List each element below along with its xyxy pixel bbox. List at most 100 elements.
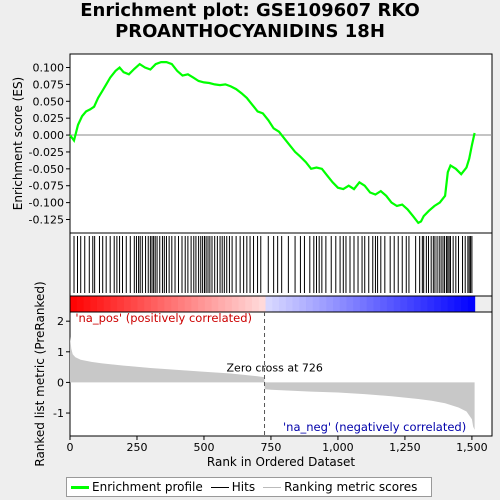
- x-axis-label: Rank in Ordered Dataset: [207, 455, 355, 469]
- title-line-1: Enrichment plot: GSE109607 RKO: [80, 0, 420, 21]
- pos-correlated-label: 'na_pos' (positively correlated): [75, 311, 252, 325]
- x-tick-label: 1,000: [322, 441, 354, 454]
- rank-color-segment: [272, 296, 280, 312]
- rank-color-segment: [393, 296, 402, 312]
- rank-color-segment: [231, 296, 240, 312]
- chart-title: Enrichment plot: GSE109607 RKO PROANTHOC…: [0, 0, 500, 42]
- rank-color-segment: [413, 296, 422, 312]
- x-tick-label: 750: [260, 441, 281, 454]
- rank-color-segment: [359, 296, 368, 312]
- legend-swatch-profile: [71, 485, 89, 489]
- es-y-tick-label: 0.025: [33, 112, 65, 125]
- rank-color-segment: [177, 296, 186, 312]
- rank-color-segment: [123, 296, 132, 312]
- metric-y-axis-label: Ranked list metric (PreRanked): [33, 281, 47, 466]
- ranking-metric-area: [70, 336, 475, 430]
- rank-color-segment: [184, 296, 192, 312]
- rank-color-segment: [447, 296, 455, 312]
- rank-color-segment: [461, 296, 469, 312]
- rank-color-segment: [427, 296, 435, 312]
- es-y-tick-label: -0.025: [29, 146, 64, 159]
- rank-color-segment: [164, 296, 172, 312]
- rank-color-segment: [110, 296, 118, 312]
- legend-label-metric: Ranking metric scores: [284, 480, 418, 494]
- rank-color-segment: [252, 296, 260, 312]
- rank-color-segment: [258, 296, 267, 312]
- rank-color-segment: [312, 296, 321, 312]
- metric-y-tick-label: -1: [53, 407, 64, 420]
- legend-item-hits: Hits: [210, 480, 256, 494]
- rank-color-segment: [137, 296, 145, 312]
- x-tick-label: 500: [193, 441, 214, 454]
- ranked-metric-panel: Zero cross at 726 'na_pos' (positively co…: [33, 281, 493, 469]
- rank-color-segment: [332, 296, 341, 312]
- rank-color-segment: [319, 296, 327, 312]
- rank-color-segment: [440, 296, 449, 312]
- es-y-tick-label: -0.050: [29, 163, 64, 176]
- rank-color-segment: [90, 296, 98, 312]
- rank-color-segment: [292, 296, 300, 312]
- rank-color-segment: [265, 296, 273, 312]
- rank-color-segment: [339, 296, 348, 312]
- x-tick-label: 1,250: [389, 441, 421, 454]
- rank-color-segment: [279, 296, 287, 312]
- rank-color-segment: [76, 296, 85, 312]
- es-y-tick-label: -0.075: [29, 180, 64, 193]
- legend-item-profile: Enrichment profile: [71, 480, 203, 494]
- rank-color-segment: [157, 296, 166, 312]
- rank-color-segment: [238, 296, 246, 312]
- rank-color-segment: [380, 296, 388, 312]
- x-tick-label: 1,500: [456, 441, 488, 454]
- rank-color-segment: [306, 296, 314, 312]
- rank-color-segment: [366, 296, 375, 312]
- legend-label-profile: Enrichment profile: [92, 480, 203, 494]
- rank-color-segment: [218, 296, 226, 312]
- rank-color-segment: [434, 296, 442, 312]
- legend-swatch-hits: [210, 486, 229, 488]
- rank-color-segment: [467, 296, 476, 312]
- rank-color-segment: [225, 296, 233, 312]
- rank-color-segment: [171, 296, 179, 312]
- x-tick-label: 250: [126, 441, 147, 454]
- rank-color-segment: [204, 296, 213, 312]
- rank-color-segment: [117, 296, 125, 312]
- rank-color-segment: [70, 296, 78, 312]
- rank-color-bar: [69, 295, 493, 313]
- es-plot-area: [69, 53, 493, 234]
- rank-color-segment: [103, 296, 112, 312]
- metric-y-tick-label: 0: [57, 376, 64, 389]
- rank-color-segment: [285, 296, 294, 312]
- legend-swatch-metric: [263, 486, 282, 488]
- rank-color-segment: [96, 296, 105, 312]
- rank-color-segment: [454, 296, 462, 312]
- rank-color-segment: [299, 296, 307, 312]
- rank-color-segment: [386, 296, 395, 312]
- legend-item-metric: Ranking metric scores: [263, 480, 417, 494]
- x-tick-label: 0: [67, 441, 74, 454]
- rank-color-segment: [198, 296, 206, 312]
- rank-color-segment: [326, 296, 334, 312]
- es-y-tick-label: 0.000: [33, 129, 65, 142]
- rank-color-segment: [353, 296, 361, 312]
- es-y-tick-label: 0.050: [33, 95, 65, 108]
- es-y-tick-label: -0.100: [29, 197, 64, 210]
- metric-y-tick-label: 2: [57, 315, 64, 328]
- rank-color-segment: [130, 296, 139, 312]
- rank-color-segment: [346, 296, 354, 312]
- es-y-tick-label: 0.100: [33, 62, 65, 75]
- rank-color-segment: [400, 296, 408, 312]
- rank-color-segment: [144, 296, 152, 312]
- rank-color-segment: [150, 296, 159, 312]
- rank-color-segment: [211, 296, 219, 312]
- neg-correlated-label: 'na_neg' (negatively correlated): [283, 420, 466, 434]
- rank-color-segment: [373, 296, 381, 312]
- enrichment-profile-line: [69, 60, 476, 225]
- hits-panel: [69, 232, 493, 297]
- zero-cross-label: Zero cross at 726: [227, 362, 323, 375]
- rank-color-segment: [191, 296, 199, 312]
- rank-color-segment: [245, 296, 253, 312]
- title-line-2: PROANTHOCYANIDINS 18H: [115, 21, 385, 42]
- es-y-axis-label: Enrichment score (ES): [11, 77, 25, 210]
- legend-label-hits: Hits: [231, 480, 256, 494]
